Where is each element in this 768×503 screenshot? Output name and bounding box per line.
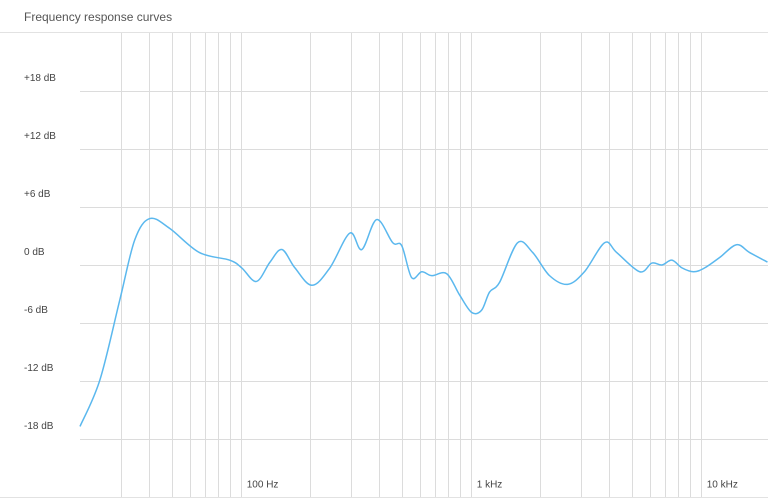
y-tick-label: +18 dB (24, 73, 56, 84)
y-tick-label: -12 dB (24, 363, 54, 374)
x-tick-label: 10 kHz (707, 480, 738, 491)
response-curve (79, 217, 768, 427)
y-tick-label: +12 dB (24, 131, 56, 142)
y-tick-label: -18 dB (24, 421, 54, 432)
x-tick-label: 1 kHz (477, 480, 503, 491)
chart-title: Frequency response curves (24, 10, 172, 24)
y-tick-label: -6 dB (24, 305, 48, 316)
y-tick-label: +6 dB (24, 189, 51, 200)
y-tick-label: 0 dB (24, 247, 45, 258)
x-tick-label: 100 Hz (247, 480, 279, 491)
